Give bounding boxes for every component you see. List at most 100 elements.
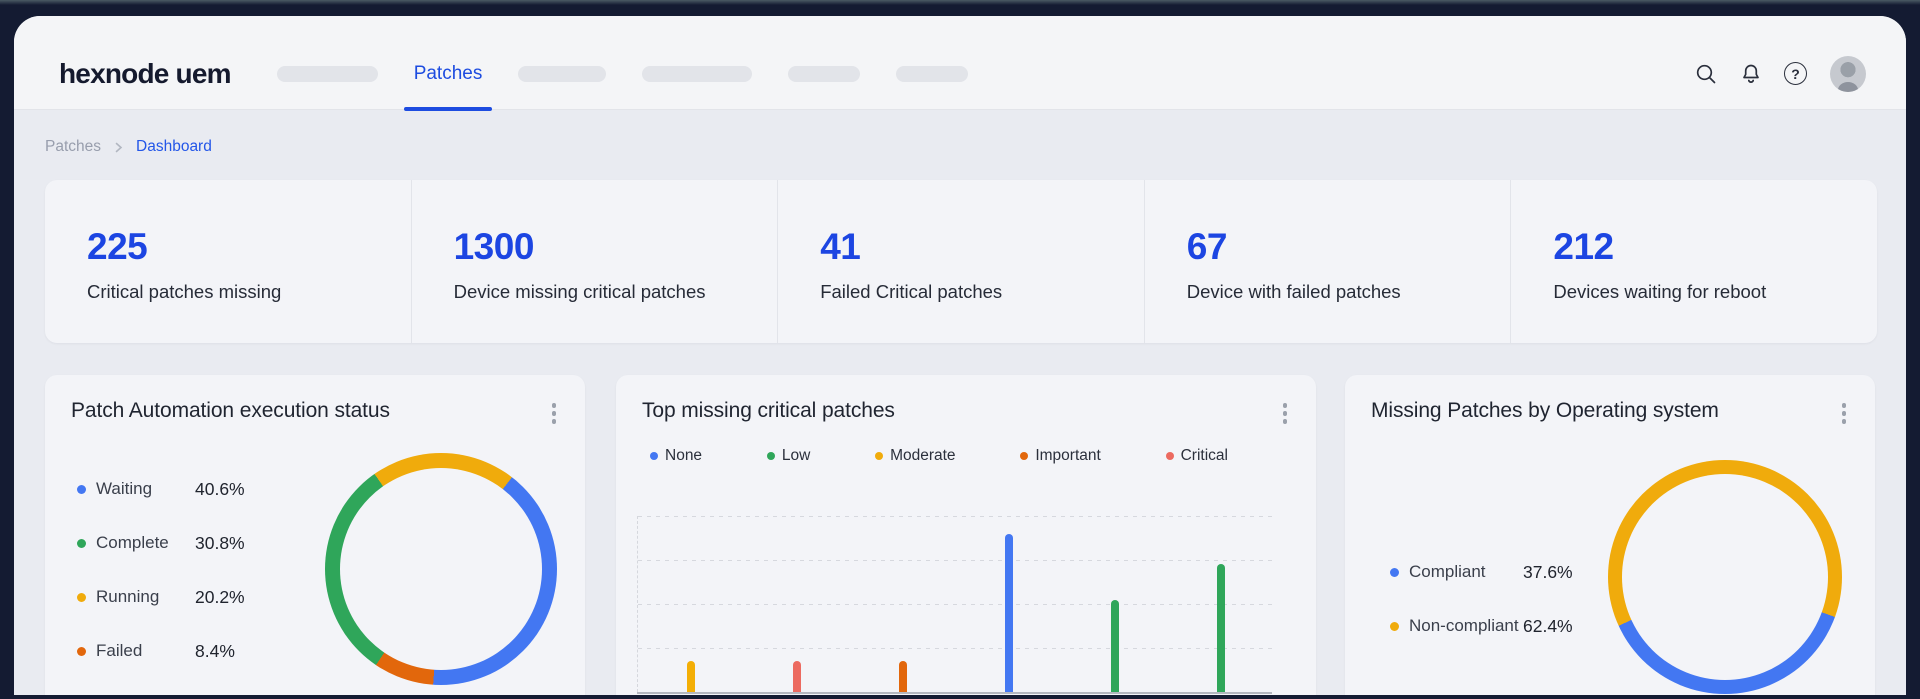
nav-placeholder[interactable] [518,65,607,82]
legend-value: 20.2% [195,586,245,607]
nav-placeholder[interactable] [896,65,969,82]
legend-dot [77,592,86,602]
stat-failed-critical-patches: 41 Failed Critical patches [777,180,1144,343]
search-icon[interactable] [1694,62,1718,86]
stat-devices-waiting-reboot: 212 Devices waiting for reboot [1510,180,1877,343]
breadcrumb: Patches Dashboard [45,137,212,157]
bar-critical[interactable] [793,661,801,692]
notifications-bell-icon[interactable] [1739,62,1763,86]
avatar[interactable] [1830,55,1866,92]
breadcrumb-current[interactable]: Dashboard [136,138,212,155]
app-window: hexnode uem Patches ? Patches Dashboard [14,16,1906,695]
donut-legend: Compliant 37.6% Non-compliant 62.4% [1390,561,1573,637]
legend-label: Moderate [890,447,956,464]
screen-bezel [0,0,1920,5]
legend-label: Failed [96,641,143,660]
legend-label: Important [1035,447,1101,464]
legend-dot [1390,567,1399,577]
chevron-right-icon [112,141,125,154]
gridline [638,648,1272,649]
legend-item: Important [1020,447,1101,465]
legend-dot [77,646,86,656]
card-title: Top missing critical patches [642,399,895,422]
stat-device-with-failed-patches: 67 Device with failed patches [1143,180,1511,343]
legend-value: 30.8% [195,532,245,553]
legend-item: Low [766,447,811,465]
legend-dot [875,452,884,460]
bar-chart-missing-patches[interactable] [637,516,1272,694]
kebab-menu-icon[interactable] [549,399,560,428]
card-title: Patch Automation execution status [71,399,390,422]
legend-item: None [650,447,702,465]
legend-label: Compliant [1409,562,1486,581]
legend-label: Critical [1180,447,1228,464]
gridline [638,516,1272,517]
kebab-menu-icon[interactable] [1280,399,1291,428]
legend-label: Waiting [96,479,153,498]
legend-dot [1165,452,1174,460]
stat-label: Device with failed patches [1186,281,1401,302]
card-patch-automation-status: Patch Automation execution status Waitin… [45,375,585,695]
legend-value: 62.4% [1523,615,1573,636]
stat-value: 41 [820,226,861,267]
card-top-missing-critical-patches: Top missing critical patches None Low Mo… [616,375,1316,695]
header-icons: ? [1694,55,1866,92]
card-title: Missing Patches by Operating system [1371,399,1719,422]
breadcrumb-parent[interactable]: Patches [45,138,102,155]
legend-item: Moderate [875,447,956,465]
legend-dot [77,484,86,494]
bar-low[interactable] [1111,599,1119,692]
legend-dot [766,452,775,460]
nav-placeholder[interactable] [642,65,753,82]
legend-item: Critical [1165,447,1228,465]
brand-logo[interactable]: hexnode uem [59,57,231,89]
x-axis [637,692,1272,694]
legend-label: Running [96,587,160,606]
tab-patches[interactable]: Patches [403,62,492,111]
bar-important[interactable] [899,661,907,692]
nav-placeholder[interactable] [788,65,861,82]
bar-low[interactable] [1217,564,1225,692]
legend-value: 37.6% [1523,561,1573,582]
legend-label: None [665,447,703,464]
stat-label: Device missing critical patches [453,281,706,302]
stat-value: 212 [1553,226,1614,267]
bar-none[interactable] [1005,533,1013,692]
legend-label: Non-compliant [1409,616,1519,635]
legend-item: Non-compliant 62.4% [1390,615,1573,637]
donut-chart-automation[interactable] [325,453,557,685]
legend-value: 40.6% [195,478,245,499]
legend-item: Waiting 40.6% [77,478,245,500]
main-nav: Patches [276,62,969,111]
card-missing-patches-by-os: Missing Patches by Operating system Comp… [1345,375,1875,695]
nav-placeholder[interactable] [276,65,378,82]
stat-label: Failed Critical patches [820,281,1003,302]
bar-moderate[interactable] [687,661,695,692]
help-icon[interactable]: ? [1784,62,1807,85]
legend-item: Complete 30.8% [77,532,245,554]
legend-label: Low [781,447,811,464]
stat-label: Devices waiting for reboot [1553,281,1767,302]
donut-legend: Waiting 40.6% Complete 30.8% Running 20.… [77,478,245,662]
stat-device-missing-critical: 1300 Device missing critical patches [410,180,778,343]
legend-dot [650,452,658,460]
legend-item: Failed 8.4% [77,640,245,662]
stat-value: 67 [1186,226,1228,267]
gridline [638,560,1272,561]
donut-chart-os-compliance[interactable] [1608,460,1842,694]
legend-item: Compliant 37.6% [1390,561,1573,583]
stats-summary-card: 225 Critical patches missing 1300 Device… [45,180,1877,343]
legend-value: 8.4% [195,640,235,661]
kebab-menu-icon[interactable] [1839,399,1850,428]
gridline [638,604,1272,605]
legend-dot [77,538,86,548]
stat-critical-patches-missing: 225 Critical patches missing [45,180,411,343]
stat-value: 1300 [453,226,535,267]
legend-item: Running 20.2% [77,586,245,608]
legend-dot [1020,452,1029,460]
legend-dot [1390,621,1399,631]
stat-label: Critical patches missing [87,281,282,302]
legend-label: Complete [96,533,169,552]
top-nav-bar: hexnode uem Patches ? [14,16,1906,111]
severity-legend: None Low Moderate Important Critical [650,447,1228,465]
